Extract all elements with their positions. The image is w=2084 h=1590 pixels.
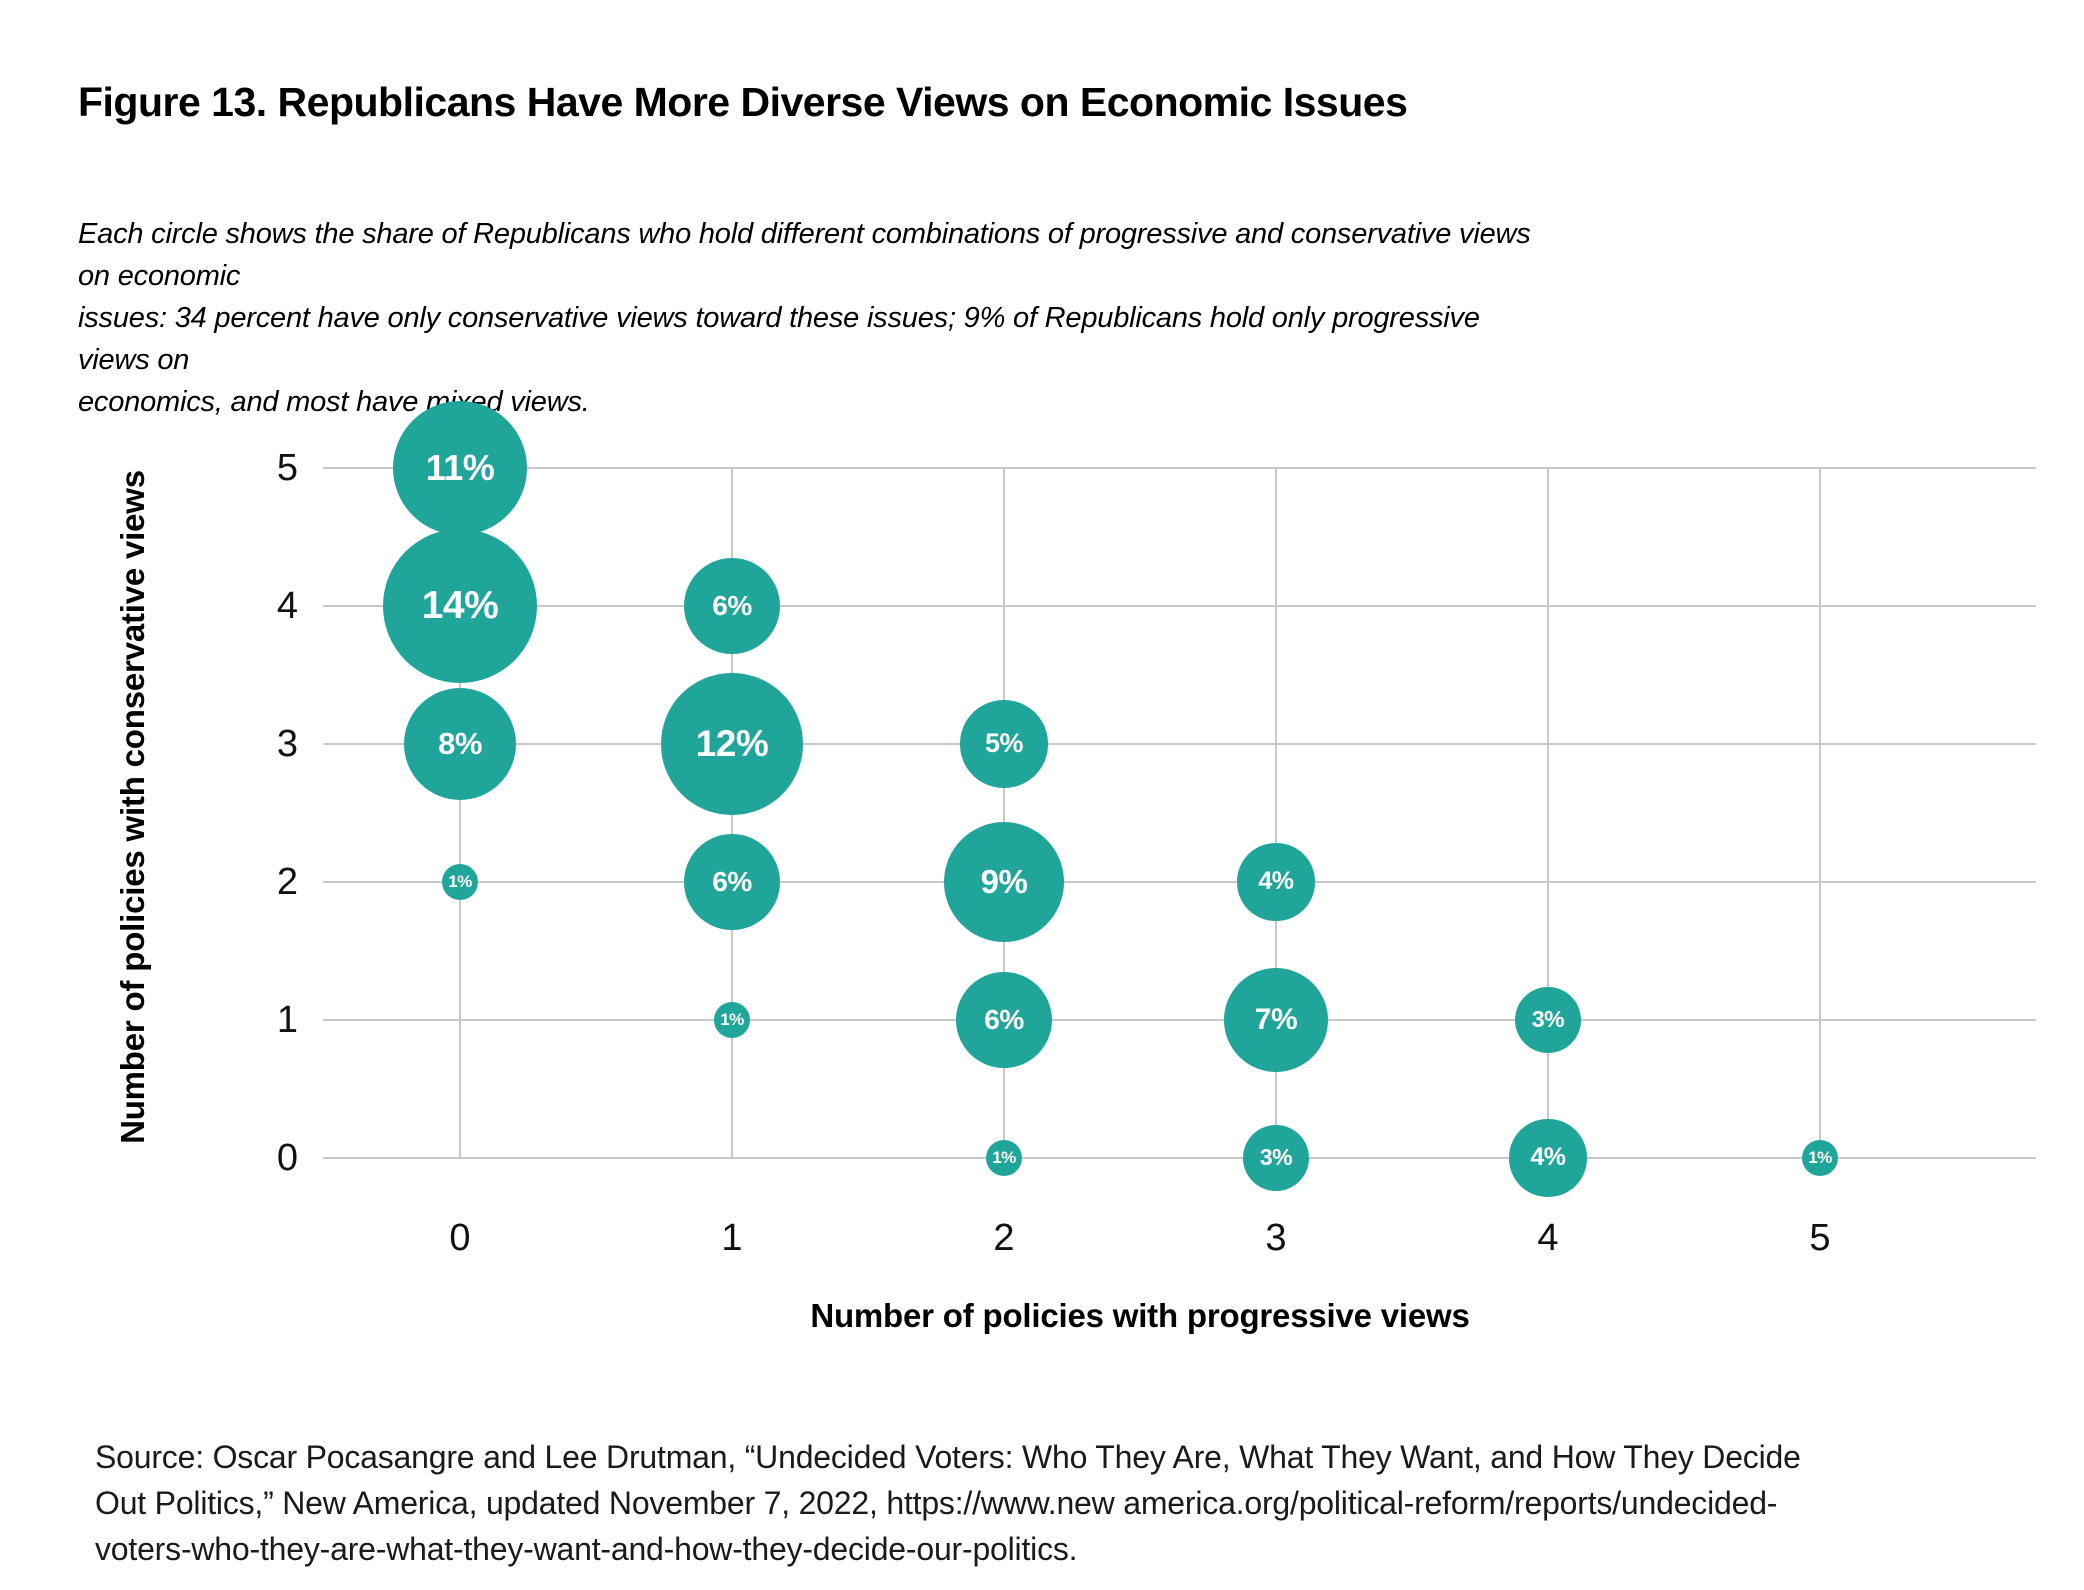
bubble-value-label: 11% xyxy=(425,446,495,488)
bubble-chart: 5 4 3 2 1 0 0 1 2 3 4 5 11% 14% 8% 1% 6% 12% 6% 1% 5% 9% 6% 1% 4… xyxy=(114,400,2036,1334)
bubble-value-label: 14% xyxy=(421,583,499,627)
bubble-value-label: 6% xyxy=(712,865,752,897)
bubble-x1-y2: 6% xyxy=(683,833,781,931)
gridline-horizontal xyxy=(323,467,2036,469)
bubble-value-label: 8% xyxy=(438,725,482,761)
bubble-x4-y1: 3% xyxy=(1515,987,1581,1053)
x-axis-title: Number of policies with progressive view… xyxy=(810,1297,1470,1334)
gridline-horizontal xyxy=(323,1019,2036,1021)
bubble-value-label: 4% xyxy=(1258,867,1294,896)
gridline-horizontal xyxy=(323,605,2036,607)
bubble-x2-y0: 1% xyxy=(986,1140,1022,1176)
bubble-value-label: 1% xyxy=(992,1148,1016,1167)
figure-title: Figure 13. Republicans Have More Diverse… xyxy=(78,79,1408,126)
bubble-value-label: 7% xyxy=(1254,1002,1298,1036)
gridline-vertical xyxy=(1819,468,1821,1158)
x-tick-label: 5 xyxy=(1809,1217,1831,1259)
bubble-value-label: 5% xyxy=(984,728,1024,759)
bubble-value-label: 3% xyxy=(1531,1006,1565,1033)
bubble-value-label: 1% xyxy=(448,872,472,891)
bubble-x0-y3: 8% xyxy=(403,687,517,801)
bubble-value-label: 1% xyxy=(720,1010,744,1029)
gridline-horizontal xyxy=(323,1157,2036,1159)
gridline-vertical xyxy=(1275,468,1277,1158)
bubble-value-label: 1% xyxy=(1808,1148,1832,1167)
bubble-x1-y4: 6% xyxy=(683,557,781,655)
gridline-horizontal xyxy=(323,881,2036,883)
source-note: Source: Oscar Pocasangre and Lee Drutman… xyxy=(95,1434,2055,1572)
subtitle-line: Each circle shows the share of Republica… xyxy=(78,218,1531,292)
bubble-value-label: 4% xyxy=(1530,1143,1566,1172)
y-axis-title: Number of policies with conservative vie… xyxy=(114,470,151,1144)
source-line: Out Politics,” New America, updated Nove… xyxy=(95,1485,1778,1521)
bubble-x5-y0: 1% xyxy=(1802,1140,1838,1176)
y-tick-label: 2 xyxy=(276,861,298,903)
x-tick-label: 2 xyxy=(993,1217,1015,1259)
bubble-value-label: 12% xyxy=(695,722,769,764)
y-tick-label: 3 xyxy=(276,723,298,765)
subtitle-line: economics, and most have mixed views. xyxy=(78,386,590,418)
x-tick-label: 3 xyxy=(1265,1217,1287,1259)
y-tick-label: 1 xyxy=(276,999,298,1041)
bubble-value-label: 6% xyxy=(984,1003,1024,1035)
bubble-x0-y5: 11% xyxy=(392,400,528,536)
bubble-x1-y3: 12% xyxy=(661,673,803,815)
y-tick-label: 0 xyxy=(276,1137,298,1179)
figure-subtitle: Each circle shows the share of Republica… xyxy=(78,213,1558,423)
y-tick-label: 5 xyxy=(276,447,298,489)
y-tick-label: 4 xyxy=(276,585,298,627)
bubble-x2-y3: 5% xyxy=(960,700,1048,788)
bubble-x1-y1: 1% xyxy=(714,1002,750,1038)
bubble-value-label: 3% xyxy=(1259,1144,1293,1171)
source-line: Source: Oscar Pocasangre and Lee Drutman… xyxy=(95,1439,1801,1475)
x-tick-label: 0 xyxy=(449,1217,471,1259)
bubble-x3-y0: 3% xyxy=(1243,1125,1309,1191)
x-tick-label: 4 xyxy=(1537,1217,1559,1259)
source-line: voters-who-they-are-what-they-want-and-h… xyxy=(95,1531,1078,1567)
bubble-x0-y2: 1% xyxy=(442,864,478,900)
gridline-vertical xyxy=(1003,468,1005,1158)
bubble-x4-y0: 4% xyxy=(1509,1119,1587,1197)
bubble-x0-y4: 14% xyxy=(383,529,537,683)
bubble-x3-y1: 7% xyxy=(1223,967,1329,1073)
bubble-value-label: 9% xyxy=(980,862,1028,900)
subtitle-line: issues: 34 percent have only conservativ… xyxy=(78,302,1480,376)
gridline-horizontal xyxy=(323,743,2036,745)
gridline-vertical xyxy=(1547,468,1549,1158)
bubble-x2-y2: 9% xyxy=(943,821,1065,943)
gridline-vertical xyxy=(459,468,461,1158)
bubble-x2-y1: 6% xyxy=(955,971,1053,1069)
bubble-value-label: 6% xyxy=(712,589,752,621)
bubble-x3-y2: 4% xyxy=(1237,843,1315,921)
x-tick-label: 1 xyxy=(721,1217,743,1259)
